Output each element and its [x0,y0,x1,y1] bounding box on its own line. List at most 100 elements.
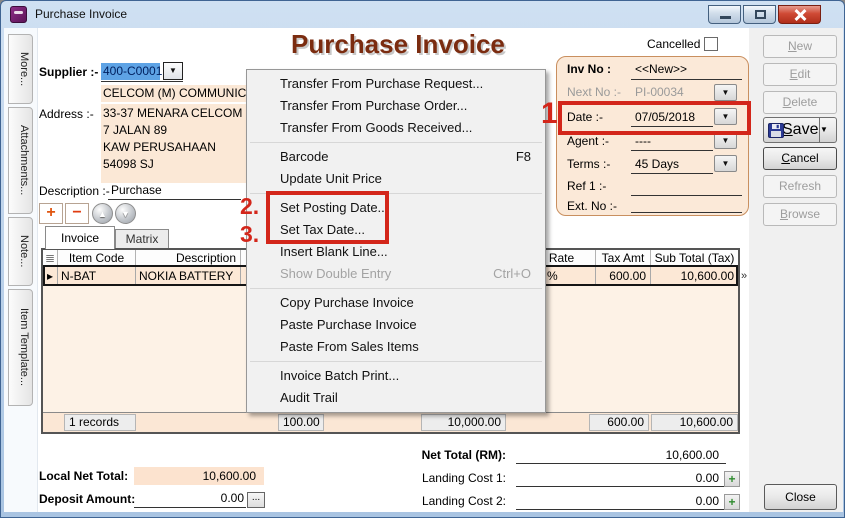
move-down-button[interactable]: ▼ [115,203,136,224]
col-header-tax-amt[interactable]: Tax Amt [596,250,651,267]
grid-corner-icon[interactable]: ≣ [43,250,58,267]
add-row-button[interactable]: + [39,203,63,224]
menu-item-audit-trail[interactable]: Audit Trail [247,387,545,409]
menu-item-barcode[interactable]: Barcode F8 [247,146,545,168]
close-button[interactable]: Close [764,484,837,510]
ext-no-underline [631,212,742,213]
terms-value[interactable]: 45 Days [635,157,680,171]
refresh-button[interactable]: Refresh [763,175,837,198]
ext-no-label: Ext. No :- [567,199,618,213]
cell-tax-rate[interactable]: % [506,267,596,285]
edit-button[interactable]: Edit [763,63,837,86]
sidebar-tab-note[interactable]: Note... [8,217,33,286]
minimize-button[interactable] [708,5,741,24]
date-dropdown-button[interactable]: ▼ [714,108,737,125]
landing-cost-1-value[interactable]: 0.00 [695,471,719,485]
restore-button[interactable] [743,5,776,24]
menu-shortcut: F8 [515,149,531,164]
deposit-more-button[interactable]: ... [247,492,265,508]
terms-dropdown-button[interactable]: ▼ [714,155,737,172]
browse-button[interactable]: Browse [763,203,837,226]
refresh-button-label: Refresh [778,179,822,193]
col-header-sub-total[interactable]: Sub Total (Tax) [651,250,738,267]
tab-invoice[interactable]: Invoice [45,226,115,249]
chevron-down-icon: ▼ [721,159,730,168]
ref1-underline [631,195,742,196]
menu-item-copy-purchase-invoice[interactable]: Copy Purchase Invoice [247,292,545,314]
plus-icon: + [728,472,736,486]
menu-item-label: Insert Blank Line... [280,244,388,259]
tab-matrix[interactable]: Matrix [115,229,169,249]
chevron-down-icon: ▼ [169,66,177,75]
local-net-total-value: 10,600.00 [134,467,264,485]
inv-no-label: Inv No : [567,62,611,76]
supplier-code-field[interactable]: 400-C0001 [101,63,163,80]
new-button[interactable]: New [763,35,837,58]
menu-item-label: Invoice Batch Print... [280,368,400,383]
menu-item-invoice-batch-print[interactable]: Invoice Batch Print... [247,365,545,387]
net-total-value: 10,600.00 [665,448,719,462]
cell-sub-total[interactable]: 10,600.00 [680,269,734,283]
cell-item-code[interactable]: N-BAT [58,267,136,285]
supplier-dropdown-button[interactable]: ▼ [163,62,183,80]
save-button[interactable]: Save [763,117,820,143]
menu-item-label: Transfer From Goods Received... [280,120,473,135]
menu-item-set-tax-date[interactable]: Set Tax Date... [247,219,545,241]
ellipsis-icon: ... [251,492,261,503]
menu-item-label: Transfer From Purchase Request... [280,76,484,91]
cancelled-label: Cancelled [647,37,701,51]
address-line: 7 JALAN 89 [103,123,168,137]
net-total-underline [516,463,726,464]
close-window-button[interactable] [778,5,821,24]
agent-underline [631,150,713,151]
cell-tax-amt[interactable]: 600.00 [596,267,651,285]
col-header-item-code[interactable]: Item Code [58,250,136,267]
col-header-description[interactable]: Description [136,250,241,267]
address-label: Address :- [39,107,94,121]
menu-item-insert-blank-line[interactable]: Insert Blank Line... [247,241,545,263]
menu-item-label: Paste Purchase Invoice [280,317,417,332]
delete-button[interactable]: Delete [763,91,837,114]
sidebar-tab-attachments[interactable]: Attachments... [8,107,33,214]
menu-item-label: Audit Trail [280,390,338,405]
annotation-number-1: 1 [541,97,558,130]
cancelled-checkbox[interactable] [704,37,718,51]
agent-value[interactable]: ---- [635,134,651,148]
side-tab-strip: More... Attachments... Note... Item Temp… [4,28,38,512]
deposit-amount-value[interactable]: 0.00 [220,491,244,505]
row-indicator-icon: ▸ [43,267,58,285]
menu-item-paste-purchase-invoice[interactable]: Paste Purchase Invoice [247,314,545,336]
next-no-dropdown-button[interactable]: ▼ [714,84,737,101]
splitter-icon[interactable]: » [741,270,748,282]
amount-total: 10,000.00 [421,414,506,431]
close-icon [794,9,806,21]
move-up-button[interactable]: ▲ [92,203,113,224]
menu-item-show-double-entry[interactable]: Show Double Entry Ctrl+O [247,263,545,285]
sidebar-tab-more[interactable]: More... [8,34,33,104]
menu-item-transfer-purchase-request[interactable]: Transfer From Purchase Request... [247,73,545,95]
annotation-number-2: 2. [240,193,260,219]
plus-icon: + [728,495,736,509]
landing-cost-1-add-button[interactable]: + [724,471,740,487]
description-value[interactable]: Purchase [111,183,162,197]
cell-description[interactable]: NOKIA BATTERY [136,267,241,285]
menu-item-transfer-purchase-order[interactable]: Transfer From Purchase Order... [247,95,545,117]
save-dropdown-button[interactable]: ▼ [820,117,837,143]
menu-item-transfer-goods-received[interactable]: Transfer From Goods Received... [247,117,545,139]
menu-item-set-posting-date[interactable]: Set Posting Date... [247,197,545,219]
menu-item-paste-from-sales-items[interactable]: Paste From Sales Items [247,336,545,358]
menu-separator [250,142,542,143]
landing-cost-2-add-button[interactable]: + [724,494,740,510]
minus-icon: − [72,204,82,221]
date-value[interactable]: 07/05/2018 [635,110,696,124]
menu-item-update-unit-price[interactable]: Update Unit Price [247,168,545,190]
landing-cost-2-value[interactable]: 0.00 [695,494,719,508]
window-title: Purchase Invoice [35,7,128,21]
cancel-button[interactable]: Cancel [763,147,837,170]
records-count: 1 records [64,414,136,431]
sidebar-tab-item-template[interactable]: Item Template... [8,289,33,406]
titlebar[interactable]: Purchase Invoice [1,1,844,28]
date-underline [631,126,713,127]
supplier-name: CELCOM (M) COMMUNICA [101,85,248,102]
remove-row-button[interactable]: − [65,203,89,224]
